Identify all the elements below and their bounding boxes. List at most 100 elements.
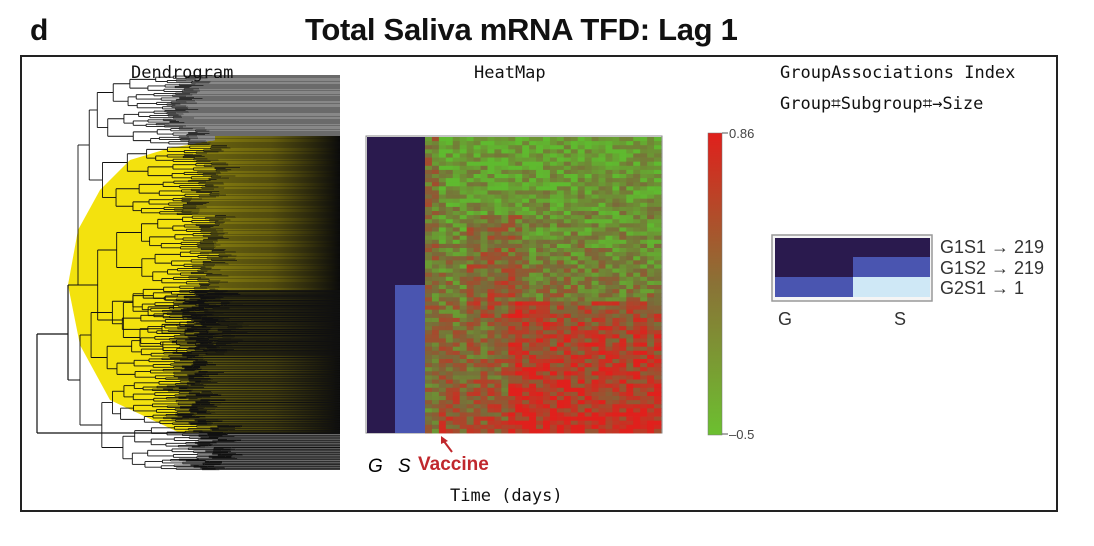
heatmap-cell: [473, 219, 481, 224]
heatmap-cell: [515, 428, 523, 434]
heatmap-cell: [605, 342, 613, 348]
heatmap-cell: [563, 178, 572, 183]
heatmap-cell: [570, 379, 579, 385]
heatmap-cell: [584, 326, 592, 331]
heatmap-cell: [431, 137, 440, 142]
heatmap-cell: [543, 350, 551, 356]
heatmap-cell: [459, 256, 468, 261]
heatmap-cell: [591, 165, 599, 171]
heatmap-cell: [425, 309, 433, 315]
heatmap-cell: [445, 428, 454, 434]
heatmap-cell: [459, 297, 468, 302]
heatmap-cell: [425, 137, 433, 142]
heatmap-cell: [529, 400, 537, 405]
heatmap-cell: [536, 317, 544, 323]
heatmap-cell: [522, 252, 530, 257]
heatmap-cell: [584, 350, 592, 356]
heatmap-cell: [654, 317, 662, 323]
heatmap-cell: [570, 412, 579, 417]
heatmap-cell: [515, 219, 523, 224]
g1s1-g-cell: [775, 238, 853, 257]
heatmap-cell: [605, 363, 613, 368]
heatmap-cell: [522, 169, 530, 175]
g1s2-g-cell: [775, 257, 853, 277]
heatmap-cell: [480, 178, 488, 183]
heatmap-cell: [536, 260, 544, 265]
heatmap-cell: [647, 219, 655, 224]
heatmap-cell: [654, 190, 662, 195]
heatmap-cell: [466, 309, 474, 315]
heatmap-cell: [487, 202, 495, 208]
heatmap-cell: [452, 211, 461, 216]
heatmap-cell: [612, 137, 620, 142]
heatmap-cell: [605, 161, 613, 167]
heatmap-cell: [501, 289, 509, 294]
heatmap-cell: [577, 342, 586, 348]
heatmap-cell: [640, 408, 648, 413]
heatmap-cell: [612, 338, 620, 343]
heatmap-cell: [549, 346, 558, 352]
heatmap-cell: [556, 235, 565, 241]
heatmap-cell: [654, 194, 662, 200]
heatmap-cell: [459, 354, 468, 360]
heatmap-cell: [508, 317, 516, 323]
heatmap-cell: [640, 202, 648, 208]
heatmap-cell: [626, 293, 634, 298]
heatmap-cell: [543, 309, 551, 315]
heatmap-cell: [529, 359, 537, 364]
heatmap-cell: [501, 190, 509, 195]
group-index-subtitle: Group⌗Subgroup⌗→Size: [780, 94, 984, 114]
heatmap-cell: [459, 157, 468, 163]
heatmap-cell: [501, 404, 509, 409]
heatmap-cell: [508, 190, 516, 195]
heatmap-cell: [598, 256, 606, 261]
heatmap-cell: [501, 231, 509, 237]
heatmap-cell: [515, 301, 523, 306]
heatmap-cell: [487, 322, 495, 327]
heatmap-cell: [591, 289, 599, 294]
heatmap-cell: [640, 256, 648, 261]
heatmap-cell: [459, 215, 468, 220]
heatmap-cell: [425, 215, 433, 220]
heatmap-cell: [431, 235, 440, 241]
heatmap-cell: [445, 379, 454, 385]
heatmap-cell: [466, 350, 474, 356]
heatmap-cell: [459, 408, 468, 413]
heatmap-cell: [438, 342, 447, 348]
heatmap-cell: [612, 264, 620, 269]
heatmap-cell: [459, 252, 468, 257]
heatmap-cell: [508, 350, 516, 356]
heatmap-cell: [654, 416, 662, 422]
heatmap-cell: [654, 383, 662, 389]
heatmap-cell: [425, 248, 433, 253]
heatmap-cell: [508, 272, 516, 278]
heatmap-cell: [577, 280, 586, 286]
heatmap-cell: [612, 408, 620, 413]
heatmap-cell: [501, 317, 509, 323]
heatmap-cell: [480, 391, 488, 397]
heatmap-cell: [494, 297, 502, 302]
heatmap-cell: [647, 206, 655, 212]
heatmap-cell: [529, 235, 537, 241]
heatmap-cell: [563, 408, 572, 413]
heatmap-cell: [480, 145, 488, 150]
heatmap-cell: [529, 326, 537, 331]
heatmap-cell: [445, 260, 454, 265]
heatmap-cell: [452, 157, 461, 163]
heatmap-cell: [529, 309, 537, 315]
heatmap-cell: [459, 243, 468, 249]
heatmap-cell: [619, 420, 627, 426]
heatmap-cell: [473, 141, 481, 146]
heatmap-cell: [640, 305, 648, 311]
heatmap-cell: [473, 285, 481, 290]
heatmap-cell: [591, 367, 599, 372]
heatmap-cell: [522, 383, 530, 389]
heatmap-cell: [612, 289, 620, 294]
heatmap-cell: [626, 424, 634, 430]
heatmap-cell: [633, 182, 641, 187]
heatmap-cell: [584, 264, 592, 269]
heatmap-cell: [633, 330, 641, 335]
heatmap-cell: [515, 334, 523, 339]
heatmap-cell: [549, 428, 558, 434]
heatmap-cell: [536, 391, 544, 397]
